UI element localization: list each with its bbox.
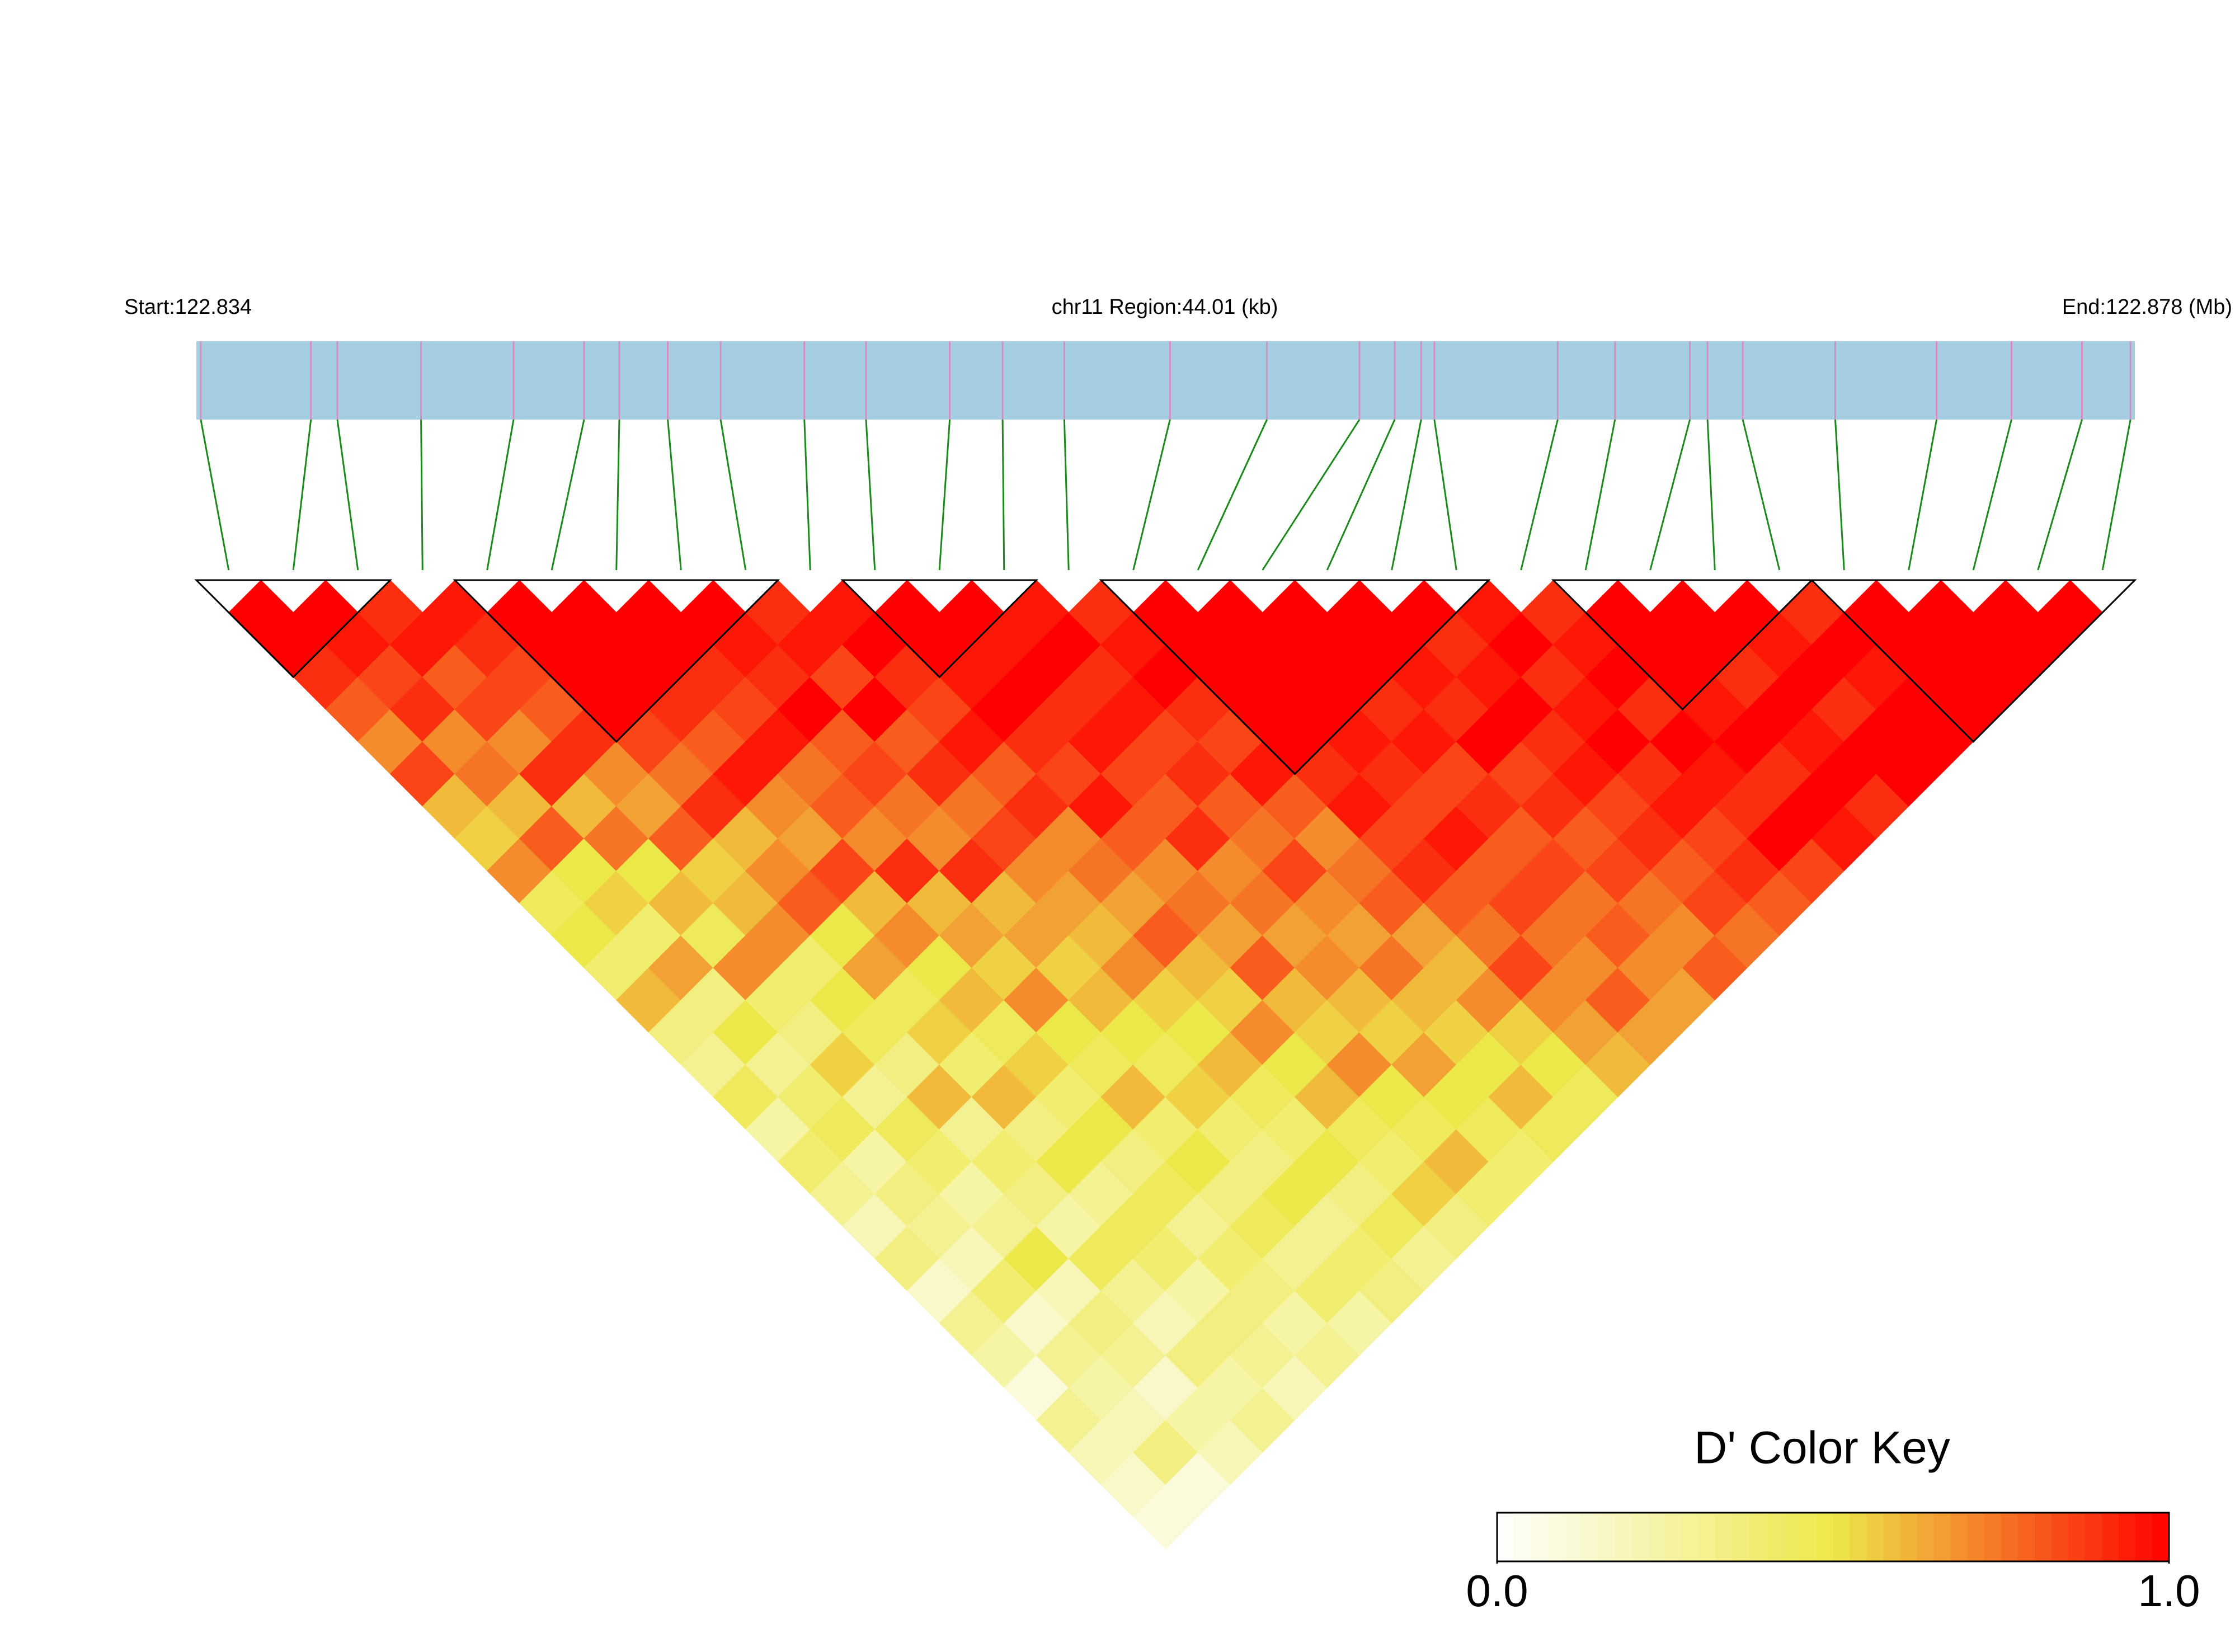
snp-link (667, 419, 682, 571)
snp-link (420, 419, 424, 571)
key-swatch (2152, 1513, 2170, 1561)
key-swatch (2135, 1513, 2153, 1561)
snp-link (1197, 419, 1268, 571)
snp-link (1972, 419, 2012, 571)
key-swatch (1682, 1513, 1699, 1561)
key-swatch (1917, 1513, 1935, 1561)
key-swatch (2034, 1513, 2052, 1561)
key-swatch (2101, 1513, 2119, 1561)
snp-link (1742, 419, 1781, 571)
key-swatch (1547, 1513, 1565, 1561)
snp-link (1706, 419, 1716, 571)
key-swatch (1749, 1513, 1766, 1561)
key-title: D' Color Key (1694, 1423, 1950, 1474)
snp-link (2037, 419, 2083, 571)
snp-link (200, 419, 230, 571)
key-swatch (2017, 1513, 2035, 1561)
ld-block-outline (1809, 579, 2137, 743)
snp-bar (196, 341, 2135, 420)
key-tick-label: 1.0 (2138, 1566, 2200, 1616)
snp-link (615, 419, 620, 571)
snp-link (1063, 419, 1070, 571)
key-swatch (1933, 1513, 1951, 1561)
snp-link (1908, 419, 1938, 571)
snp-link (486, 419, 515, 571)
key-swatch (1799, 1513, 1817, 1561)
region-label: chr11 Region:44.01 (kb) (1052, 295, 1278, 319)
snp-link (938, 419, 951, 571)
ld-block-outline (1551, 579, 1814, 711)
key-swatch (1816, 1513, 1833, 1561)
key-swatch (1883, 1513, 1901, 1561)
end-label: End:122.878 (Mb) (2062, 295, 2232, 319)
key-swatch (1514, 1513, 1531, 1561)
key-swatch (1665, 1513, 1682, 1561)
start-label: Start:122.834 (124, 295, 252, 319)
key-swatch (2118, 1513, 2136, 1561)
key-swatch (1631, 1513, 1649, 1561)
key-swatch (1900, 1513, 1918, 1561)
key-swatch (1950, 1513, 1968, 1561)
key-swatch (1497, 1513, 1514, 1561)
snp-link (2101, 419, 2132, 571)
snp-link (1520, 419, 1559, 571)
snp-link (803, 419, 811, 571)
snp-link (1584, 419, 1616, 571)
snp-link (1132, 419, 1171, 571)
snp-link (719, 419, 747, 571)
snp-link (1649, 419, 1691, 571)
key-swatch (1615, 1513, 1632, 1561)
key-swatch (1766, 1513, 1783, 1561)
snp-link (1001, 419, 1005, 571)
snp-link (865, 419, 876, 571)
key-swatch (1564, 1513, 1582, 1561)
key-swatch (2085, 1513, 2102, 1561)
snp-link (336, 419, 359, 571)
key-swatch (2001, 1513, 2018, 1561)
key-swatch (2068, 1513, 2086, 1561)
key-swatch (1598, 1513, 1615, 1561)
key-swatch (1732, 1513, 1749, 1561)
ld-block-outline (453, 579, 780, 743)
key-tick-label: 0.0 (1466, 1566, 1528, 1616)
key-swatch (1531, 1513, 1548, 1561)
key-swatch (1984, 1513, 2002, 1561)
snp-link (1391, 419, 1422, 571)
key-swatch (1698, 1513, 1716, 1561)
key-swatch (1866, 1513, 1884, 1561)
ld-block-outline (1099, 579, 1491, 775)
ld-block-outline (840, 579, 1039, 679)
key-swatch (2051, 1513, 2069, 1561)
snp-link (1262, 419, 1361, 571)
snp-link (1326, 419, 1396, 571)
key-swatch (1850, 1513, 1867, 1561)
key-swatch (1833, 1513, 1851, 1561)
ld-block-outline (194, 579, 393, 679)
key-swatch (1581, 1513, 1598, 1561)
key-frame (1496, 1512, 2170, 1562)
key-swatch (1967, 1513, 1985, 1561)
key-swatch (1648, 1513, 1665, 1561)
snp-link (1834, 419, 1845, 571)
key-swatch (1715, 1513, 1733, 1561)
snp-link (292, 419, 312, 571)
snp-link (1433, 419, 1457, 571)
snp-link (550, 419, 585, 571)
key-swatch (1782, 1513, 1800, 1561)
